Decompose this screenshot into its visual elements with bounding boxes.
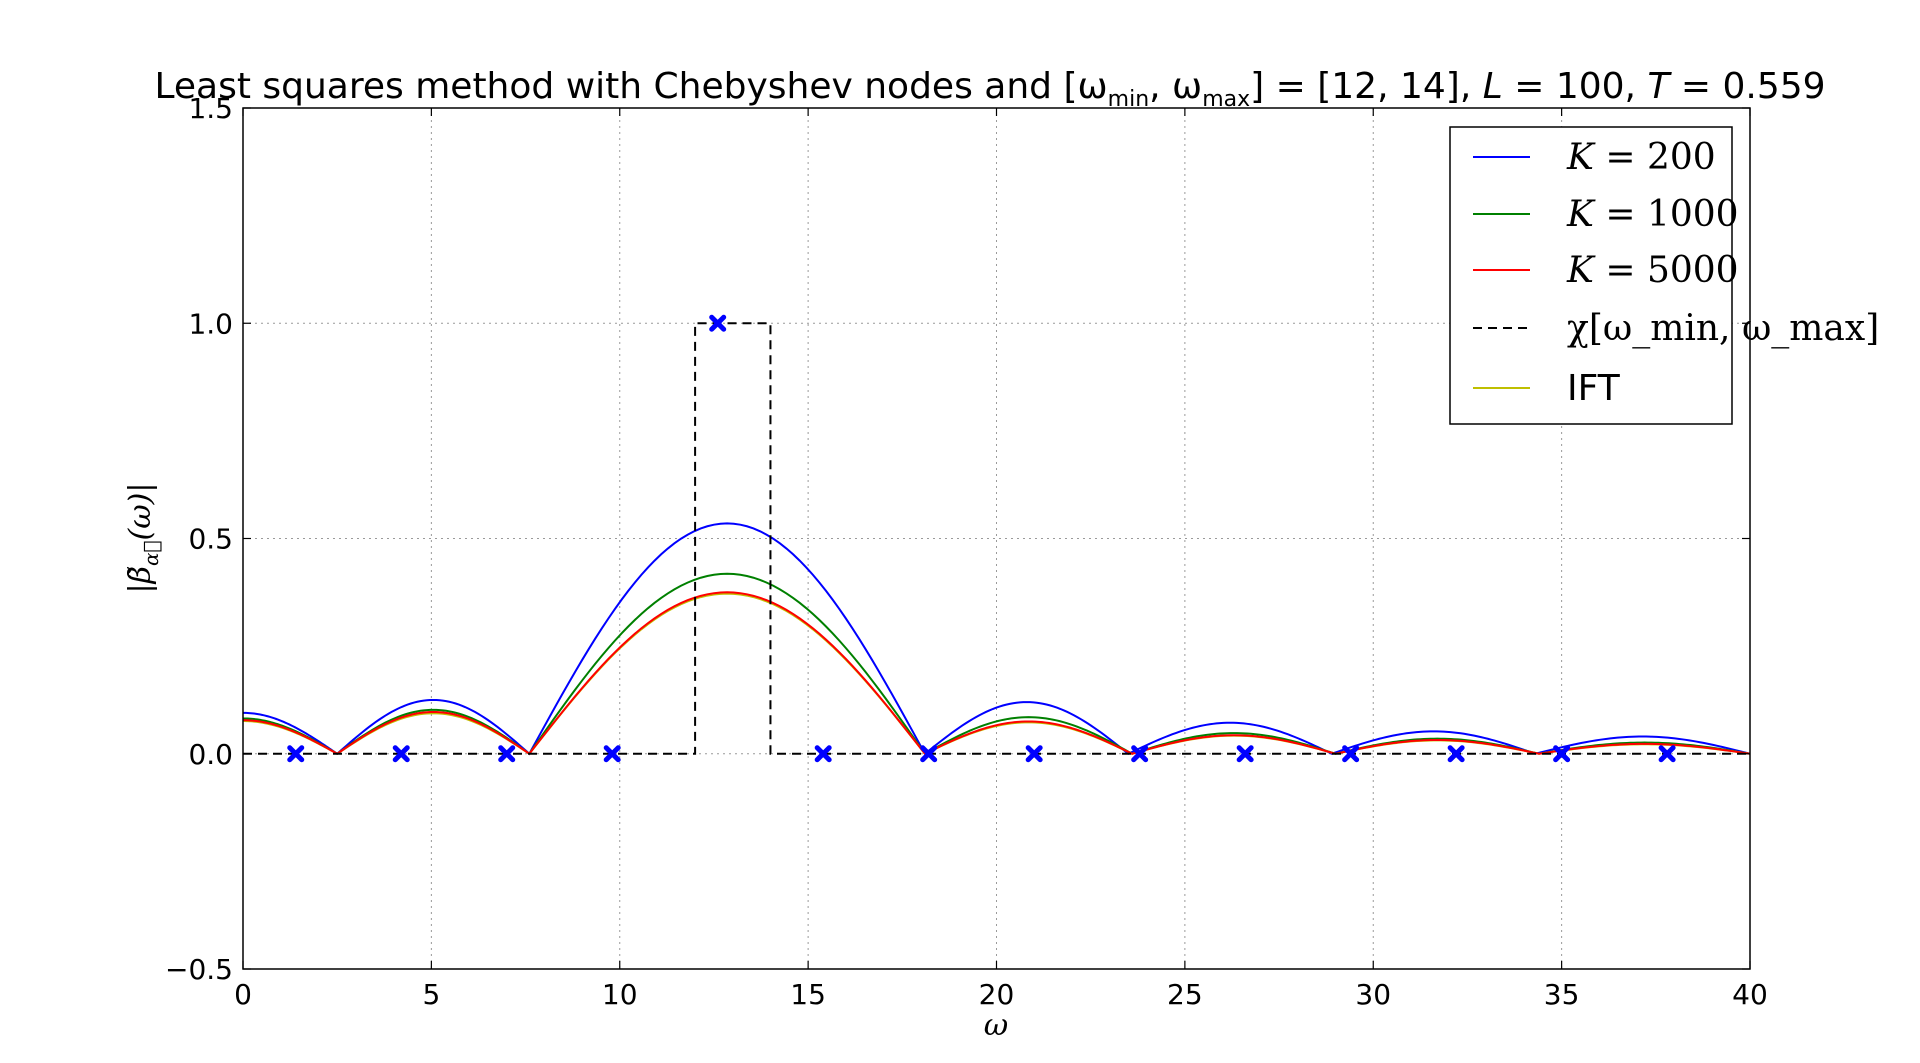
node-marker (814, 745, 832, 763)
node-marker (392, 745, 410, 763)
legend-label-3: χ[ω_min, ω_max] (1567, 308, 1879, 349)
node-marker-x (1553, 745, 1571, 763)
x-tick-label: 20 (979, 978, 1015, 1011)
y-tick-label: 0.5 (188, 523, 233, 556)
legend: K = 200 K = 1000 K = 5000 χ[ω_min, ω_max] IF… (1449, 126, 1879, 425)
node-marker-x (1658, 745, 1676, 763)
series-layer (242, 322, 1751, 756)
legend-label-0: K = 200 (1566, 137, 1716, 178)
node-marker (1131, 745, 1149, 763)
node-marker-x (392, 745, 410, 763)
node-marker-x (603, 745, 621, 763)
x-tick-label: 35 (1544, 978, 1580, 1011)
x-tick-label: 30 (1355, 978, 1391, 1011)
y-tick-label: 1.5 (188, 92, 233, 125)
legend-label-1: K = 1000 (1566, 194, 1739, 235)
node-marker (709, 314, 727, 332)
node-marker (1658, 745, 1676, 763)
node-marker (920, 745, 938, 763)
node-marker (1236, 745, 1254, 763)
node-marker (1025, 745, 1043, 763)
legend-label-4: IFT (1567, 368, 1621, 409)
node-marker (1342, 745, 1360, 763)
chart-title: Least squares method with Chebyshev node… (154, 66, 1825, 112)
node-marker-x (1342, 745, 1360, 763)
legend-label-2: K = 5000 (1566, 250, 1739, 291)
node-marker-x (1447, 745, 1465, 763)
series-line-0 (242, 522, 1751, 756)
series-line-3 (243, 322, 1750, 755)
x-tick-label: 25 (1167, 978, 1203, 1011)
y-tick-label: 0.0 (188, 738, 233, 771)
y-tick-label: 1.0 (188, 307, 233, 340)
y-tick-label: −0.5 (165, 953, 233, 986)
node-marker-x (1236, 745, 1254, 763)
node-marker-x (814, 745, 832, 763)
node-marker (498, 745, 516, 763)
node-marker-x (498, 745, 516, 763)
node-marker (1447, 745, 1465, 763)
x-tick-label: 0 (234, 978, 252, 1011)
y-axis-label: |β̃α⃗(ω)| (123, 483, 163, 594)
series-line-2 (242, 591, 1751, 756)
x-tick-label: 15 (790, 978, 826, 1011)
node-marker (1553, 745, 1571, 763)
x-tick-label: 40 (1732, 978, 1768, 1011)
ticks: 0 5 10 15 20 25 30 35 40 −0.5 0.0 0.5 1.0 1.5 (165, 92, 1768, 1011)
marker-layer (287, 314, 1676, 763)
node-marker-x (1025, 745, 1043, 763)
node-marker-x (1131, 745, 1149, 763)
node-marker-x (287, 745, 305, 763)
node-marker-x (709, 314, 727, 332)
node-marker (603, 745, 621, 763)
node-marker (287, 745, 305, 763)
node-marker-x (920, 745, 938, 763)
legend-box (1449, 126, 1733, 425)
x-tick-label: 10 (602, 978, 638, 1011)
x-tick-label: 5 (422, 978, 440, 1011)
x-axis-label: ω (984, 1008, 1008, 1043)
